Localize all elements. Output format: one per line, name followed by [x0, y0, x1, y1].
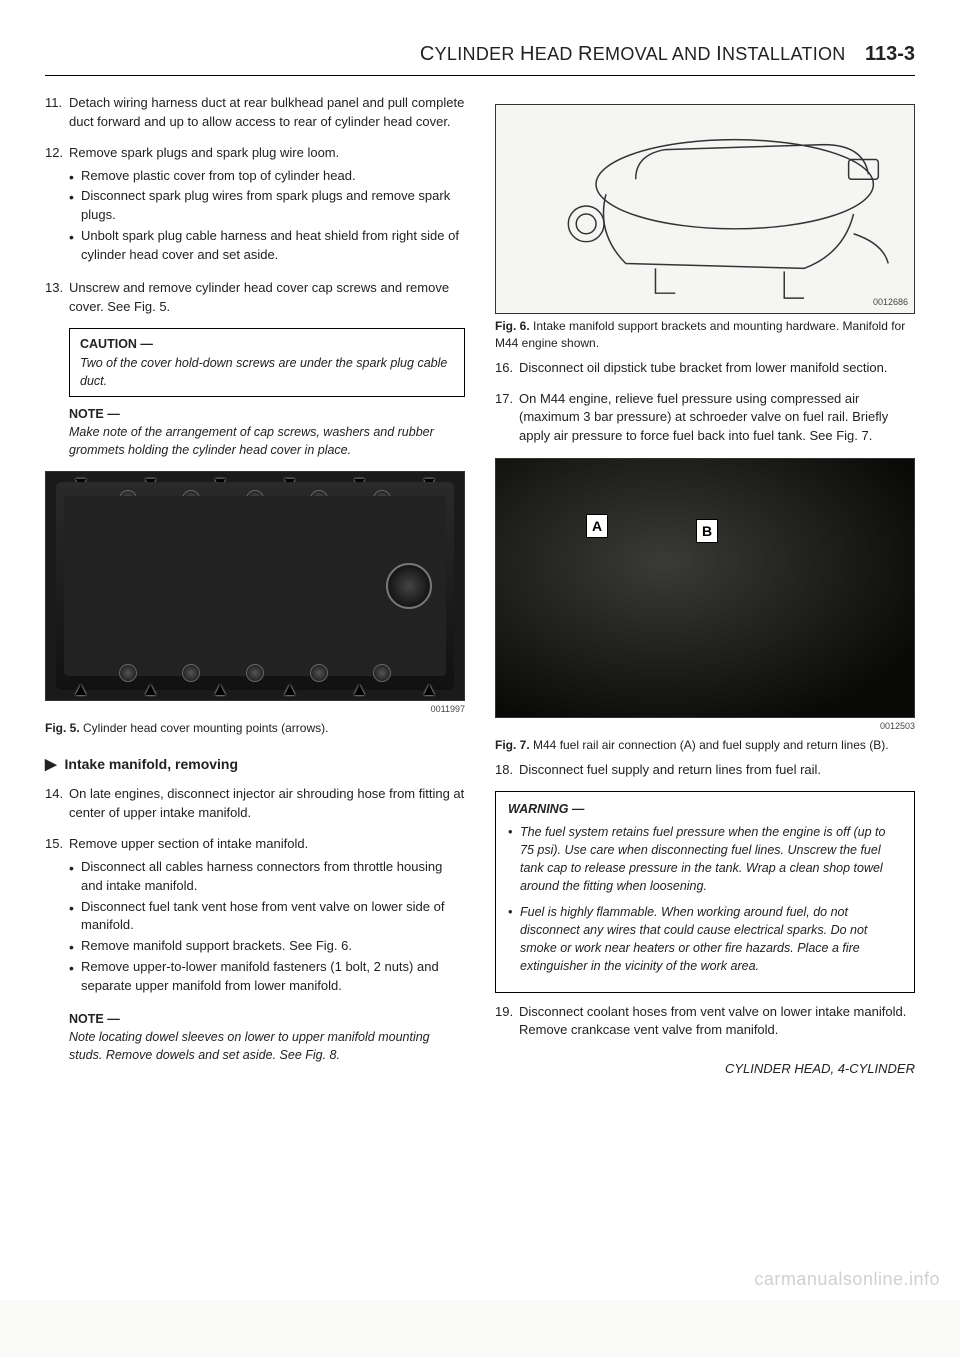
warning-title: WARNING — [508, 802, 584, 816]
step-number: 12. [45, 144, 69, 267]
step-text: Remove spark plugs and spark plug wire l… [69, 144, 465, 267]
arrow-icon: ▲ [211, 676, 229, 701]
bullet: Remove plastic cover from top of cylinde… [69, 167, 465, 186]
figure-label: Fig. 7. [495, 738, 530, 752]
figure-caption-text: M44 fuel rail air connection (A) and fue… [533, 738, 889, 752]
step-text: On late engines, disconnect injector air… [69, 785, 465, 823]
step-text: Remove upper section of intake manifold.… [69, 835, 465, 998]
warning-bullets: The fuel system retains fuel pressure wh… [508, 823, 902, 976]
step-17: 17. On M44 engine, relieve fuel pressure… [495, 390, 915, 447]
note-text: Make note of the arrangement of cap scre… [69, 425, 434, 457]
note-text: Note locating dowel sleeves on lower to … [69, 1030, 430, 1062]
note-title: NOTE — [69, 407, 120, 421]
step-14: 14. On late engines, disconnect injector… [45, 785, 465, 823]
step-list: 14. On late engines, disconnect injector… [45, 785, 465, 997]
step-text: Unscrew and remove cylinder head cover c… [69, 279, 465, 317]
page-number: 113-3 [865, 43, 915, 65]
right-column: 0012686 Fig. 6. Intake manifold support … [495, 94, 915, 1079]
step-16: 16. Disconnect oil dipstick tube bracket… [495, 359, 915, 378]
step-text: Detach wiring harness duct at rear bulkh… [69, 94, 465, 132]
step-text: Disconnect fuel supply and return lines … [519, 761, 915, 780]
step-list: 16. Disconnect oil dipstick tube bracket… [495, 359, 915, 446]
watermark: carmanualsonline.info [754, 1266, 940, 1292]
arrow-icon: ▲ [72, 676, 90, 701]
step-12: 12. Remove spark plugs and spark plug wi… [45, 144, 465, 267]
step-13: 13. Unscrew and remove cylinder head cov… [45, 279, 465, 317]
step-number: 16. [495, 359, 519, 378]
figure-id: 0012686 [873, 296, 908, 309]
step-15: 15. Remove upper section of intake manif… [45, 835, 465, 998]
step-number: 15. [45, 835, 69, 998]
arrow-icon: ▲ [420, 676, 438, 701]
step-number: 17. [495, 390, 519, 447]
cover-mid [64, 496, 446, 676]
step-list: 18. Disconnect fuel supply and return li… [495, 761, 915, 780]
section-title: CYLINDER HEAD REMOVAL AND INSTALLATION [420, 44, 851, 64]
warning-box: WARNING — The fuel system retains fuel p… [495, 791, 915, 992]
step-number: 11. [45, 94, 69, 132]
figure-caption: Fig. 7. M44 fuel rail air connection (A)… [495, 737, 915, 754]
arrow-icon: ▲ [142, 676, 160, 701]
bullet: Disconnect all cables harness connectors… [69, 858, 465, 896]
section-footer: CYLINDER HEAD, 4-CYLINDER [495, 1060, 915, 1079]
caution-box: CAUTION — Two of the cover hold-down scr… [69, 328, 465, 396]
note-title: NOTE — [69, 1012, 120, 1026]
step-11: 11. Detach wiring harness duct at rear b… [45, 94, 465, 132]
bullet: Unbolt spark plug cable harness and heat… [69, 227, 465, 265]
bullet: Disconnect fuel tank vent hose from vent… [69, 898, 465, 936]
manual-page: CYLINDER HEAD REMOVAL AND INSTALLATION 1… [0, 0, 960, 1300]
step-number: 13. [45, 279, 69, 317]
step-18: 18. Disconnect fuel supply and return li… [495, 761, 915, 780]
figure-caption-text: Cylinder head cover mounting points (arr… [83, 721, 328, 735]
callout-b: B [696, 519, 718, 543]
figure-6-image: 0012686 [495, 104, 915, 314]
sub-bullets: Disconnect all cables harness connectors… [69, 858, 465, 996]
caution-text: Two of the cover hold-down screws are un… [80, 356, 447, 388]
step-text: On M44 engine, relieve fuel pressure usi… [519, 390, 915, 447]
sub-bullets: Remove plastic cover from top of cylinde… [69, 167, 465, 265]
callout-a: A [586, 514, 608, 538]
bullet: Disconnect spark plug wires from spark p… [69, 187, 465, 225]
warning-bullet: The fuel system retains fuel pressure wh… [508, 823, 902, 896]
figure-label: Fig. 5. [45, 721, 80, 735]
figure-caption: Fig. 6. Intake manifold support brackets… [495, 318, 915, 353]
arrow-icon: ▲ [281, 676, 299, 701]
step-list: 19. Disconnect coolant hoses from vent v… [495, 1003, 915, 1041]
step-number: 14. [45, 785, 69, 823]
engine-cover-illustration [56, 482, 454, 690]
subhead-arrow-icon: ▶ [45, 754, 57, 776]
page-header: CYLINDER HEAD REMOVAL AND INSTALLATION 1… [45, 40, 915, 76]
bottom-arrows: ▲ ▲ ▲ ▲ ▲ ▲ [46, 676, 464, 701]
caution-title: CAUTION — [80, 337, 153, 351]
figure-caption: Fig. 5. Cylinder head cover mounting poi… [45, 720, 465, 737]
step-19: 19. Disconnect coolant hoses from vent v… [495, 1003, 915, 1041]
left-column: 11. Detach wiring harness duct at rear b… [45, 94, 465, 1079]
warning-bullet: Fuel is highly flammable. When working a… [508, 903, 902, 976]
step-text: Disconnect coolant hoses from vent valve… [519, 1003, 915, 1041]
figure-caption-text: Intake manifold support brackets and mou… [495, 319, 905, 350]
figure-7-image: A B [495, 458, 915, 718]
arrow-icon: ▲ [351, 676, 369, 701]
figure-label: Fig. 6. [495, 319, 530, 333]
figure-7: A B 0012503 Fig. 7. M44 fuel rail air co… [495, 458, 915, 754]
figure-5-image: ▼ ▼ ▼ ▼ ▼ ▼ [45, 471, 465, 701]
note-block: NOTE — Make note of the arrangement of c… [69, 405, 465, 459]
subheading-intake-manifold: ▶ Intake manifold, removing [45, 754, 465, 776]
figure-6: 0012686 Fig. 6. Intake manifold support … [495, 104, 915, 353]
figure-id: 0012503 [495, 720, 915, 733]
two-column-layout: 11. Detach wiring harness duct at rear b… [45, 94, 915, 1079]
t: C [420, 43, 435, 65]
step-number: 19. [495, 1003, 519, 1041]
bullet: Remove manifold support brackets. See Fi… [69, 937, 465, 956]
manifold-diagram-icon [496, 105, 914, 313]
figure-id: 0011997 [45, 703, 465, 716]
note-block: NOTE — Note locating dowel sleeves on lo… [69, 1010, 465, 1064]
step-list: 11. Detach wiring harness duct at rear b… [45, 94, 465, 316]
step-text: Disconnect oil dipstick tube bracket fro… [519, 359, 915, 378]
oil-cap-icon [386, 563, 432, 609]
subhead-text: Intake manifold, removing [65, 754, 238, 774]
bullet: Remove upper-to-lower manifold fasteners… [69, 958, 465, 996]
step-number: 18. [495, 761, 519, 780]
figure-5: ▼ ▼ ▼ ▼ ▼ ▼ [45, 471, 465, 737]
